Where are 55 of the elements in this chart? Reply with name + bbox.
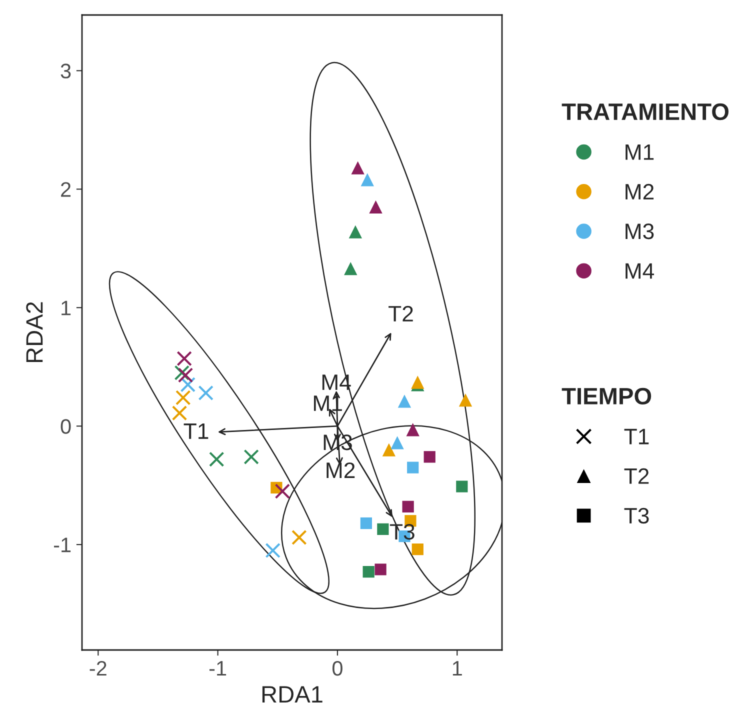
series-label: T1: [184, 424, 208, 439]
point: [362, 566, 374, 578]
point: [292, 530, 307, 546]
x-tick-label: 0: [332, 660, 342, 676]
text: T2: [624, 468, 649, 484]
point: [398, 394, 412, 408]
point: [382, 443, 396, 456]
point: [174, 365, 190, 380]
point: [360, 173, 374, 186]
x-tick-label: -1: [209, 661, 226, 676]
text: T1: [624, 428, 649, 444]
y-tick-label: 2: [61, 182, 71, 197]
point: [178, 368, 194, 383]
legend-label: M3: [626, 223, 654, 240]
point: [265, 542, 280, 558]
x-axis-title: RDA1: [262, 686, 322, 703]
point: [406, 423, 420, 436]
point: [175, 390, 191, 406]
point: [344, 262, 358, 276]
point: [180, 376, 196, 392]
text: T3: [624, 508, 649, 524]
series-label: M2: [326, 462, 355, 478]
point: [369, 200, 382, 214]
series-label: T2: [388, 306, 413, 322]
point: [458, 393, 472, 407]
point: [360, 517, 372, 530]
point: [407, 462, 419, 474]
point: [351, 161, 364, 174]
text: TIEMPO: [562, 388, 652, 405]
point: [456, 480, 468, 492]
y-tick-label: 0: [60, 419, 71, 434]
point: [274, 484, 290, 499]
point: [402, 500, 414, 512]
y-tick-label: 1: [62, 300, 71, 316]
point: [244, 449, 259, 465]
x-tick-label: 1: [452, 661, 462, 676]
point: [412, 543, 424, 556]
point: [176, 350, 192, 366]
point: [198, 385, 214, 401]
point: [348, 225, 362, 238]
legend-label: M1: [626, 144, 654, 160]
point: [208, 452, 224, 467]
point: [377, 523, 389, 535]
point: [411, 376, 424, 389]
point: [172, 405, 188, 421]
legend-label: M4: [626, 263, 654, 279]
y-tick-label: 3: [60, 64, 71, 78]
point: [374, 564, 386, 576]
y-axis-title: RDA2: [26, 302, 43, 362]
y-tick-label: -1: [54, 538, 71, 552]
text: TRATAMIENTO: [562, 103, 728, 120]
point: [424, 451, 436, 463]
x-tick-label: -2: [90, 660, 106, 676]
point: [390, 436, 404, 450]
legend-label: M2: [626, 184, 654, 200]
